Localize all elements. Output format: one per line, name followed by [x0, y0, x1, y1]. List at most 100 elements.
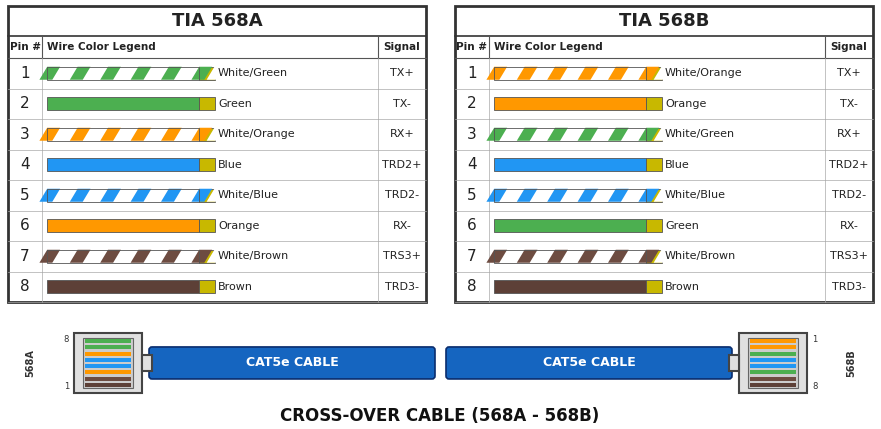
Text: 568B: 568B — [846, 349, 856, 377]
Bar — [199, 67, 215, 80]
Bar — [199, 189, 215, 202]
Polygon shape — [115, 128, 137, 141]
Text: Orange: Orange — [665, 99, 707, 109]
Polygon shape — [547, 189, 568, 202]
Polygon shape — [547, 67, 568, 80]
Bar — [47, 189, 199, 202]
FancyBboxPatch shape — [149, 347, 435, 379]
Polygon shape — [654, 189, 674, 202]
Polygon shape — [608, 67, 629, 80]
Polygon shape — [532, 67, 552, 80]
Polygon shape — [639, 67, 659, 80]
Bar — [494, 219, 646, 232]
Polygon shape — [532, 250, 552, 263]
Bar — [494, 67, 646, 80]
Polygon shape — [532, 128, 552, 141]
Bar — [83, 338, 133, 388]
Bar — [646, 97, 662, 110]
Bar — [47, 158, 199, 171]
Text: CAT5e CABLE: CAT5e CABLE — [543, 356, 635, 369]
Polygon shape — [130, 250, 152, 263]
Polygon shape — [40, 128, 60, 141]
Polygon shape — [654, 250, 674, 263]
Text: CROSS-OVER CABLE (568A - 568B): CROSS-OVER CABLE (568A - 568B) — [280, 407, 600, 425]
Bar — [646, 158, 662, 171]
Polygon shape — [70, 189, 91, 202]
Polygon shape — [639, 189, 659, 202]
Text: Green: Green — [665, 221, 699, 231]
Polygon shape — [486, 189, 507, 202]
Text: 5: 5 — [20, 188, 30, 203]
Polygon shape — [639, 128, 659, 141]
Text: Brown: Brown — [218, 282, 253, 292]
Text: TRD3-: TRD3- — [385, 282, 419, 292]
Polygon shape — [639, 250, 659, 263]
Bar — [47, 280, 199, 293]
Bar — [494, 158, 646, 171]
Polygon shape — [176, 250, 197, 263]
Text: TX-: TX- — [393, 99, 411, 109]
Polygon shape — [578, 250, 598, 263]
Polygon shape — [176, 67, 197, 80]
Text: Wire Color Legend: Wire Color Legend — [47, 42, 156, 52]
Polygon shape — [161, 67, 181, 80]
Text: 3: 3 — [467, 127, 477, 142]
Text: RX-: RX- — [393, 221, 411, 231]
Polygon shape — [85, 250, 106, 263]
Polygon shape — [85, 128, 106, 141]
Polygon shape — [207, 128, 227, 141]
Bar — [85, 345, 131, 349]
Bar — [750, 370, 796, 375]
Polygon shape — [145, 250, 167, 263]
Polygon shape — [486, 250, 507, 263]
Text: Brown: Brown — [665, 282, 700, 292]
Polygon shape — [608, 250, 629, 263]
Polygon shape — [562, 189, 583, 202]
Text: 2: 2 — [467, 96, 477, 111]
Polygon shape — [207, 67, 227, 80]
Bar — [199, 250, 215, 263]
Bar — [494, 128, 646, 141]
Text: Blue: Blue — [665, 160, 690, 170]
Bar — [85, 358, 131, 362]
Text: White/Blue: White/Blue — [665, 190, 726, 200]
Bar — [494, 67, 646, 80]
Bar — [494, 250, 646, 263]
Polygon shape — [562, 250, 583, 263]
Polygon shape — [532, 189, 552, 202]
Polygon shape — [130, 189, 152, 202]
Bar — [750, 358, 796, 362]
Polygon shape — [176, 189, 197, 202]
Text: RX+: RX+ — [389, 129, 414, 139]
Bar — [750, 377, 796, 381]
Polygon shape — [593, 189, 613, 202]
Text: TRD3-: TRD3- — [832, 282, 866, 292]
Polygon shape — [593, 128, 613, 141]
Text: 5: 5 — [467, 188, 477, 203]
Polygon shape — [145, 189, 167, 202]
Bar — [47, 250, 199, 263]
Polygon shape — [191, 189, 212, 202]
Bar — [199, 128, 215, 141]
Polygon shape — [501, 128, 522, 141]
Polygon shape — [191, 250, 212, 263]
Text: White/Orange: White/Orange — [665, 68, 743, 78]
Text: 4: 4 — [467, 157, 477, 172]
Bar — [8, 6, 426, 302]
Polygon shape — [85, 67, 106, 80]
Text: White/Brown: White/Brown — [218, 251, 289, 261]
Polygon shape — [145, 128, 167, 141]
Polygon shape — [578, 189, 598, 202]
Text: TX+: TX+ — [837, 68, 861, 78]
Bar — [729, 355, 739, 371]
Polygon shape — [85, 189, 106, 202]
Bar — [47, 250, 199, 263]
Bar — [142, 355, 152, 371]
Bar — [646, 128, 662, 141]
Bar — [455, 6, 873, 302]
Polygon shape — [100, 250, 121, 263]
Bar — [646, 280, 662, 293]
Text: 568A: 568A — [25, 349, 35, 377]
Polygon shape — [623, 67, 644, 80]
Polygon shape — [486, 67, 507, 80]
